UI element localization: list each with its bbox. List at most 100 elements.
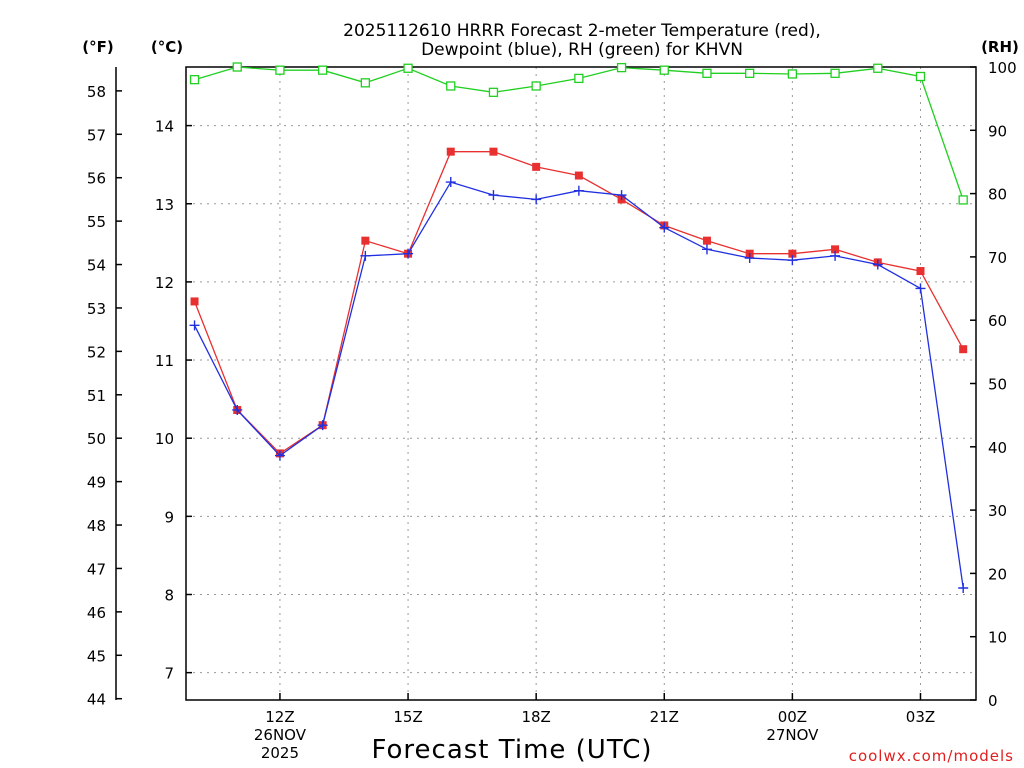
rh-tick-label: 90 (988, 122, 1007, 140)
dewpoint-point (744, 253, 755, 264)
dewpoint-point (274, 450, 285, 461)
celsius-tick-label: 13 (155, 196, 174, 214)
temperature-point (916, 267, 925, 276)
rh-tick-label: 50 (988, 376, 1007, 394)
temperature-point (361, 236, 370, 245)
rh-point (958, 195, 968, 205)
fahrenheit-tick-label: 50 (87, 430, 106, 448)
rh-point (787, 69, 798, 79)
dewpoint-point (317, 420, 328, 431)
dewpoint-point (360, 250, 371, 261)
dewpoint-point (872, 259, 883, 270)
rh-point (488, 87, 499, 97)
x-tick-label: 03Z (906, 708, 935, 726)
dewpoint-point (616, 190, 627, 201)
rh-point (446, 81, 456, 91)
fahrenheit-tick-label: 44 (87, 691, 106, 709)
dewpoint-point (403, 248, 414, 259)
rh-point (702, 68, 712, 78)
x-tick-label: 2025 (261, 744, 299, 762)
rh-tick-label: 30 (988, 502, 1007, 520)
dewpoint-line (193, 181, 964, 589)
rh-point (317, 65, 328, 75)
plot-frame (185, 66, 977, 701)
x-tick-label: 15Z (393, 708, 422, 726)
rh-tick-label: 10 (988, 629, 1007, 647)
rh-axis: 0 10 20 30 40 50 60 70 80 90 100 (970, 59, 1017, 710)
rh-tick-label: 100 (988, 59, 1017, 77)
rh-unit-label: (RH) (981, 38, 1019, 56)
dewpoint-point (659, 222, 670, 233)
temperature-point (788, 249, 797, 258)
fahrenheit-tick-label: 49 (87, 474, 106, 492)
x-tick-label: 21Z (650, 708, 679, 726)
rh-point (403, 63, 413, 73)
rh-point (232, 62, 242, 72)
temperature-point (702, 236, 711, 245)
temperature-line (193, 151, 964, 455)
temperature-point (831, 245, 840, 254)
rh-tick-label: 60 (988, 312, 1007, 330)
x-tick-label: 18Z (521, 708, 550, 726)
dewpoint-point (701, 244, 712, 255)
fahrenheit-tick-label: 48 (87, 517, 106, 535)
fahrenheit-tick-label: 55 (87, 213, 106, 231)
grid-lines (186, 67, 976, 700)
rh-point (275, 65, 285, 75)
celsius-tick-label: 14 (155, 118, 174, 136)
temperature-point (532, 162, 541, 171)
fahrenheit-unit-label: (°F) (82, 38, 113, 56)
dewpoint-point (488, 190, 499, 201)
fahrenheit-tick-label: 58 (87, 83, 106, 101)
celsius-tick-label: 9 (164, 508, 174, 526)
dewpoint-point (445, 177, 456, 188)
dewpoint-point (915, 283, 926, 294)
x-tick-label: 27NOV (766, 726, 819, 744)
chart-title-line-1: 2025112610 HRRR Forecast 2-meter Tempera… (343, 21, 821, 41)
dewpoint-point (830, 250, 841, 261)
temperature-point (489, 147, 498, 156)
rh-point (830, 68, 840, 78)
temperature-point (190, 297, 199, 306)
series-rh (189, 62, 968, 205)
temperature-point (446, 147, 455, 156)
chart-title-line-2: Dewpoint (blue), RH (green) for KHVN (421, 40, 743, 60)
fahrenheit-axis: 44 45 46 47 48 49 50 51 52 53 54 55 56 57 58 (87, 83, 122, 709)
x-axis-title: Forecast Time (UTC) (371, 735, 652, 765)
rh-tick-label: 20 (988, 565, 1007, 583)
dewpoint-point (787, 255, 798, 266)
fahrenheit-tick-label: 45 (87, 647, 106, 665)
fahrenheit-tick-label: 54 (87, 257, 106, 275)
x-tick-label: 26NOV (254, 726, 307, 744)
celsius-tick-label: 7 (164, 665, 174, 683)
rh-point (873, 63, 883, 73)
rh-tick-label: 40 (988, 439, 1007, 457)
celsius-tick-label: 8 (164, 587, 174, 605)
fahrenheit-tick-label: 53 (87, 300, 106, 318)
rh-point (745, 68, 755, 78)
celsius-tick-label: 11 (155, 352, 174, 370)
rh-point (531, 81, 541, 91)
celsius-unit-label: (°C) (151, 38, 183, 56)
rh-tick-label: 0 (988, 692, 998, 710)
fahrenheit-tick-label: 57 (87, 126, 106, 144)
series-layer (189, 62, 969, 593)
dewpoint-point (573, 185, 584, 196)
x-tick-label: 00Z (778, 708, 807, 726)
rh-point (189, 75, 200, 85)
rh-point (616, 62, 627, 73)
rh-point (360, 78, 371, 88)
dewpoint-point (232, 404, 243, 415)
fahrenheit-tick-label: 51 (87, 387, 106, 405)
rh-point (574, 73, 584, 84)
fahrenheit-tick-label: 46 (87, 604, 106, 622)
rh-tick-label: 80 (988, 186, 1007, 204)
fahrenheit-tick-label: 52 (87, 343, 106, 361)
credit-text: coolwx.com/models (849, 747, 1014, 765)
celsius-tick-label: 10 (155, 430, 174, 448)
x-tick-label: 12Z (265, 708, 294, 726)
dewpoint-point (531, 194, 542, 205)
rh-tick-label: 70 (988, 249, 1007, 267)
dewpoint-point (189, 320, 200, 331)
